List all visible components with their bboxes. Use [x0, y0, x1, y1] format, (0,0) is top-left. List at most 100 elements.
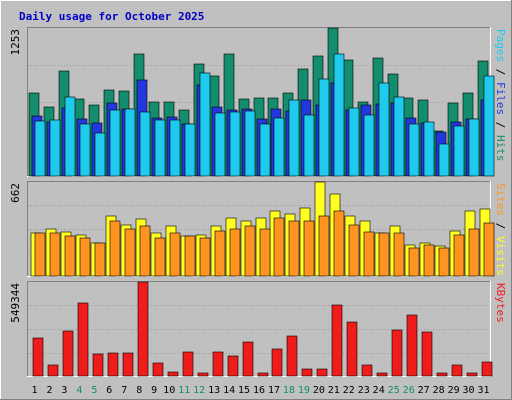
day-label-6: 6	[106, 385, 112, 396]
panel-legend: Sites / Visits	[494, 183, 507, 276]
bar-sites-day-26: Sites 26: 200	[408, 247, 420, 277]
bar-sites-day-28: Sites 28: 200	[438, 247, 450, 277]
bar-pages-day-20: Pages 20: 820	[318, 78, 330, 177]
bar-kbytes-day-30: KBytes 30: 20000	[466, 372, 478, 377]
bar-kbytes-day-19: KBytes 19: 38000	[301, 368, 313, 377]
bar-kbytes-day-1: KBytes 1: 221000	[32, 337, 44, 377]
bar-pages-day-17: Pages 17: 490	[273, 117, 285, 177]
bar-pages-day-25: Pages 25: 670	[393, 96, 405, 177]
day-label-11: 11	[178, 385, 190, 396]
bar-pages-day-4: Pages 4: 440	[79, 123, 91, 177]
day-label-29: 29	[448, 385, 460, 396]
bar-sites-day-19: Sites 19: 390	[303, 220, 315, 277]
bar-pages-day-13: Pages 13: 535	[214, 112, 226, 177]
bar-kbytes-day-20: KBytes 20: 41000	[316, 368, 328, 377]
bar-sites-day-3: Sites 3: 280	[64, 235, 76, 277]
panel-pages-files-hits: Hits 1: 705Hits 2: 580Hits 3: 890Hits 4:…	[9, 27, 507, 177]
bar-pages-day-21: Pages 21: 1030	[333, 53, 345, 177]
bar-kbytes-day-29: KBytes 29: 63000	[451, 364, 463, 377]
bar-kbytes-day-28: KBytes 28: 18000	[436, 372, 448, 377]
bar-sites-day-1: Sites 1: 300	[34, 232, 46, 277]
bar-kbytes-day-10: KBytes 10: 26000	[167, 371, 179, 377]
bar-pages-day-30: Pages 30: 480	[468, 118, 480, 177]
bar-sites-day-17: Sites 17: 410	[273, 217, 285, 277]
bar-kbytes-day-31: KBytes 31: 80000	[481, 361, 493, 377]
bar-pages-day-3: Pages 3: 665	[64, 96, 76, 177]
day-label-5: 5	[91, 385, 97, 396]
legend-hits: Hits	[494, 135, 507, 162]
bar-pages-day-2: Pages 2: 475	[49, 119, 61, 177]
panel-max-label: 662	[9, 183, 22, 203]
bar-kbytes-day-21: KBytes 21: 413000	[331, 304, 343, 377]
day-label-26: 26	[403, 385, 415, 396]
bar-kbytes-day-27: KBytes 27: 258000	[421, 331, 433, 377]
bar-sites-day-21: Sites 21: 460	[333, 210, 345, 277]
panel-legend: Pages / Files / Hits	[494, 29, 507, 162]
bar-kbytes-day-17: KBytes 17: 157000	[271, 348, 283, 377]
bar-sites-day-12: Sites 12: 270	[199, 237, 211, 277]
bar-pages-day-7: Pages 7: 570	[124, 108, 136, 177]
bar-sites-day-16: Sites 16: 330	[259, 228, 271, 277]
bar-kbytes-day-4: KBytes 4: 429000	[77, 302, 89, 377]
bar-kbytes-day-2: KBytes 2: 62000	[47, 364, 59, 377]
bar-kbytes-day-23: KBytes 23: 62000	[361, 364, 373, 377]
bar-sites-day-15: Sites 15: 350	[244, 225, 256, 277]
day-label-30: 30	[462, 385, 474, 396]
day-label-18: 18	[283, 385, 295, 396]
bar-pages-day-5: Pages 5: 360	[94, 132, 106, 177]
day-label-3: 3	[61, 385, 67, 396]
day-label-10: 10	[163, 385, 175, 396]
bar-pages-day-18: Pages 18: 640	[288, 99, 300, 177]
day-axis: 1 2 3 4 5 6 7 8 9 10 11 12 13 14 15 16 17 18 19 20 21 22 23 24 2…	[31, 385, 489, 396]
day-label-19: 19	[298, 385, 310, 396]
day-label-14: 14	[223, 385, 235, 396]
bar-sites-day-23: Sites 23: 310	[363, 231, 375, 277]
day-label-1: 1	[31, 385, 37, 396]
bar-sites-day-4: Sites 4: 270	[79, 237, 91, 277]
bar-sites-day-22: Sites 22: 360	[348, 224, 360, 277]
day-label-8: 8	[136, 385, 142, 396]
bar-kbytes-day-3: KBytes 3: 263000	[62, 330, 74, 377]
panel-kbytes: KBytes 1: 221000KBytes 2: 62000KBytes 3:…	[9, 281, 507, 377]
panel-legend: KBytes	[494, 283, 507, 323]
bar-kbytes-day-25: KBytes 25: 268000	[391, 329, 403, 377]
day-label-16: 16	[253, 385, 265, 396]
bar-sites-day-5: Sites 5: 230	[94, 242, 106, 277]
legend-pages: Pages	[494, 29, 507, 62]
bar-sites-day-14: Sites 14: 330	[229, 228, 241, 277]
day-label-17: 17	[268, 385, 280, 396]
bar-sites-day-25: Sites 25: 300	[393, 232, 405, 277]
day-label-25: 25	[388, 385, 400, 396]
bar-kbytes-day-11: KBytes 11: 138000	[182, 351, 194, 377]
bar-kbytes-day-7: KBytes 7: 133000	[122, 352, 134, 377]
day-label-9: 9	[151, 385, 157, 396]
day-label-15: 15	[238, 385, 250, 396]
day-label-31: 31	[477, 385, 489, 396]
day-label-27: 27	[418, 385, 430, 396]
panel-sites-visits: Visits 1: 300Visits 2: 330Visits 3: 310V…	[9, 181, 507, 277]
day-label-2: 2	[46, 385, 52, 396]
legend-sites: Sites	[494, 183, 507, 216]
bar-kbytes-day-6: KBytes 6: 133000	[107, 352, 119, 377]
day-label-12: 12	[193, 385, 205, 396]
bar-kbytes-day-24: KBytes 24: 18000	[376, 372, 388, 377]
bar-pages-day-26: Pages 26: 440	[408, 123, 420, 177]
bar-sites-day-31: Sites 31: 370	[483, 222, 495, 277]
bar-kbytes-day-16: KBytes 16: 16000	[257, 372, 269, 377]
bar-pages-day-1: Pages 1: 465	[34, 120, 46, 177]
bar-kbytes-day-13: KBytes 13: 143000	[212, 351, 224, 377]
day-label-24: 24	[373, 385, 385, 396]
bar-pages-day-15: Pages 15: 550	[244, 110, 256, 177]
bar-kbytes-day-9: KBytes 9: 77000	[152, 362, 164, 377]
bar-sites-day-20: Sites 20: 420	[318, 215, 330, 277]
chart-title: Daily usage for October 2025	[19, 10, 204, 23]
day-label-4: 4	[76, 385, 82, 396]
bar-sites-day-9: Sites 9: 270	[154, 237, 166, 277]
bar-kbytes-day-14: KBytes 14: 119000	[227, 355, 239, 377]
panel-max-label: 549344	[9, 283, 22, 323]
bar-pages-day-12: Pages 12: 875	[199, 72, 211, 177]
bar-sites-day-2: Sites 2: 300	[49, 232, 61, 277]
bar-kbytes-day-22: KBytes 22: 315000	[346, 321, 358, 377]
day-label-28: 28	[433, 385, 445, 396]
